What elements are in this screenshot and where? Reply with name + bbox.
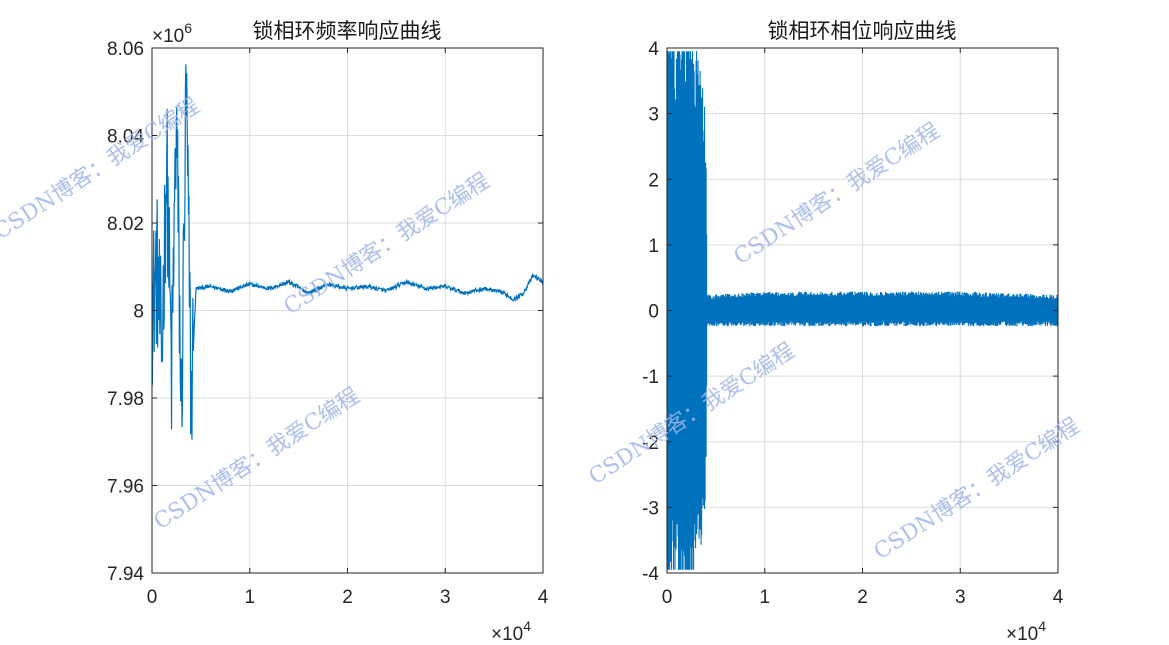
y-tick-label: 2 bbox=[648, 170, 659, 191]
y-tick-label: 7.96 bbox=[107, 477, 144, 498]
x-tick-label: 4 bbox=[1053, 587, 1064, 608]
phase-x-ticks: 0 1 2 3 4 bbox=[662, 48, 1064, 608]
y-tick-label: 4 bbox=[648, 39, 659, 60]
y-tick-label: 1 bbox=[648, 236, 659, 257]
y-tick-label: 8.06 bbox=[107, 39, 144, 60]
y-tick-label: -2 bbox=[642, 433, 659, 454]
phase-chart: 0 1 2 3 4 -4 -3 -2 -1 0 1 2 3 4 锁相环相位响应曲线 ×104 bbox=[642, 19, 1064, 645]
frequency-chart: 0 1 2 3 4 7.94 7.96 7.98 8 8.02 8.04 8.06 锁相环频率响应曲… bbox=[107, 19, 549, 645]
phase-y-ticks: -4 -3 -2 -1 0 1 2 3 4 bbox=[642, 39, 1058, 585]
frequency-y-exponent: ×106 bbox=[152, 20, 192, 47]
x-tick-label: 0 bbox=[147, 587, 158, 608]
phase-series-band bbox=[666, 51, 1059, 570]
y-tick-label: 8 bbox=[133, 302, 144, 323]
y-tick-label: 8.02 bbox=[107, 214, 144, 235]
watermark-text-2: CSDN博客：我爱C编程 bbox=[280, 169, 495, 320]
y-tick-label: -1 bbox=[642, 367, 659, 388]
x-tick-label: 0 bbox=[662, 587, 673, 608]
phase-x-exponent: ×104 bbox=[1006, 618, 1046, 645]
x-tick-label: 3 bbox=[955, 587, 966, 608]
frequency-y-ticks: 7.94 7.96 7.98 8 8.02 8.04 8.06 bbox=[107, 39, 543, 585]
frequency-x-ticks: 0 1 2 3 4 bbox=[147, 48, 549, 608]
frequency-series-line bbox=[151, 64, 544, 440]
x-tick-label: 1 bbox=[759, 587, 770, 608]
y-tick-label: 3 bbox=[648, 105, 659, 126]
y-tick-label: -4 bbox=[642, 564, 659, 585]
frequency-chart-grid bbox=[152, 48, 543, 573]
x-tick-label: 4 bbox=[538, 587, 549, 608]
x-tick-label: 1 bbox=[244, 587, 255, 608]
x-tick-label: 2 bbox=[857, 587, 868, 608]
y-tick-label: -3 bbox=[642, 498, 659, 519]
watermark-text-6: CSDN博客：我爱C编程 bbox=[870, 414, 1085, 565]
x-tick-label: 3 bbox=[440, 587, 451, 608]
x-tick-label: 2 bbox=[342, 587, 353, 608]
phase-chart-title: 锁相环相位响应曲线 bbox=[768, 19, 957, 43]
phase-dense-region bbox=[667, 166, 707, 455]
frequency-x-exponent: ×104 bbox=[491, 618, 531, 645]
phase-steady-region bbox=[706, 302, 1058, 319]
y-tick-label: 0 bbox=[648, 302, 659, 323]
y-tick-label: 8.04 bbox=[107, 127, 144, 148]
y-tick-label: 7.98 bbox=[107, 389, 144, 410]
y-tick-label: 7.94 bbox=[107, 564, 144, 585]
watermark-text-4: CSDN博客：我爱C编程 bbox=[730, 119, 945, 270]
frequency-chart-title: 锁相环频率响应曲线 bbox=[253, 19, 442, 43]
